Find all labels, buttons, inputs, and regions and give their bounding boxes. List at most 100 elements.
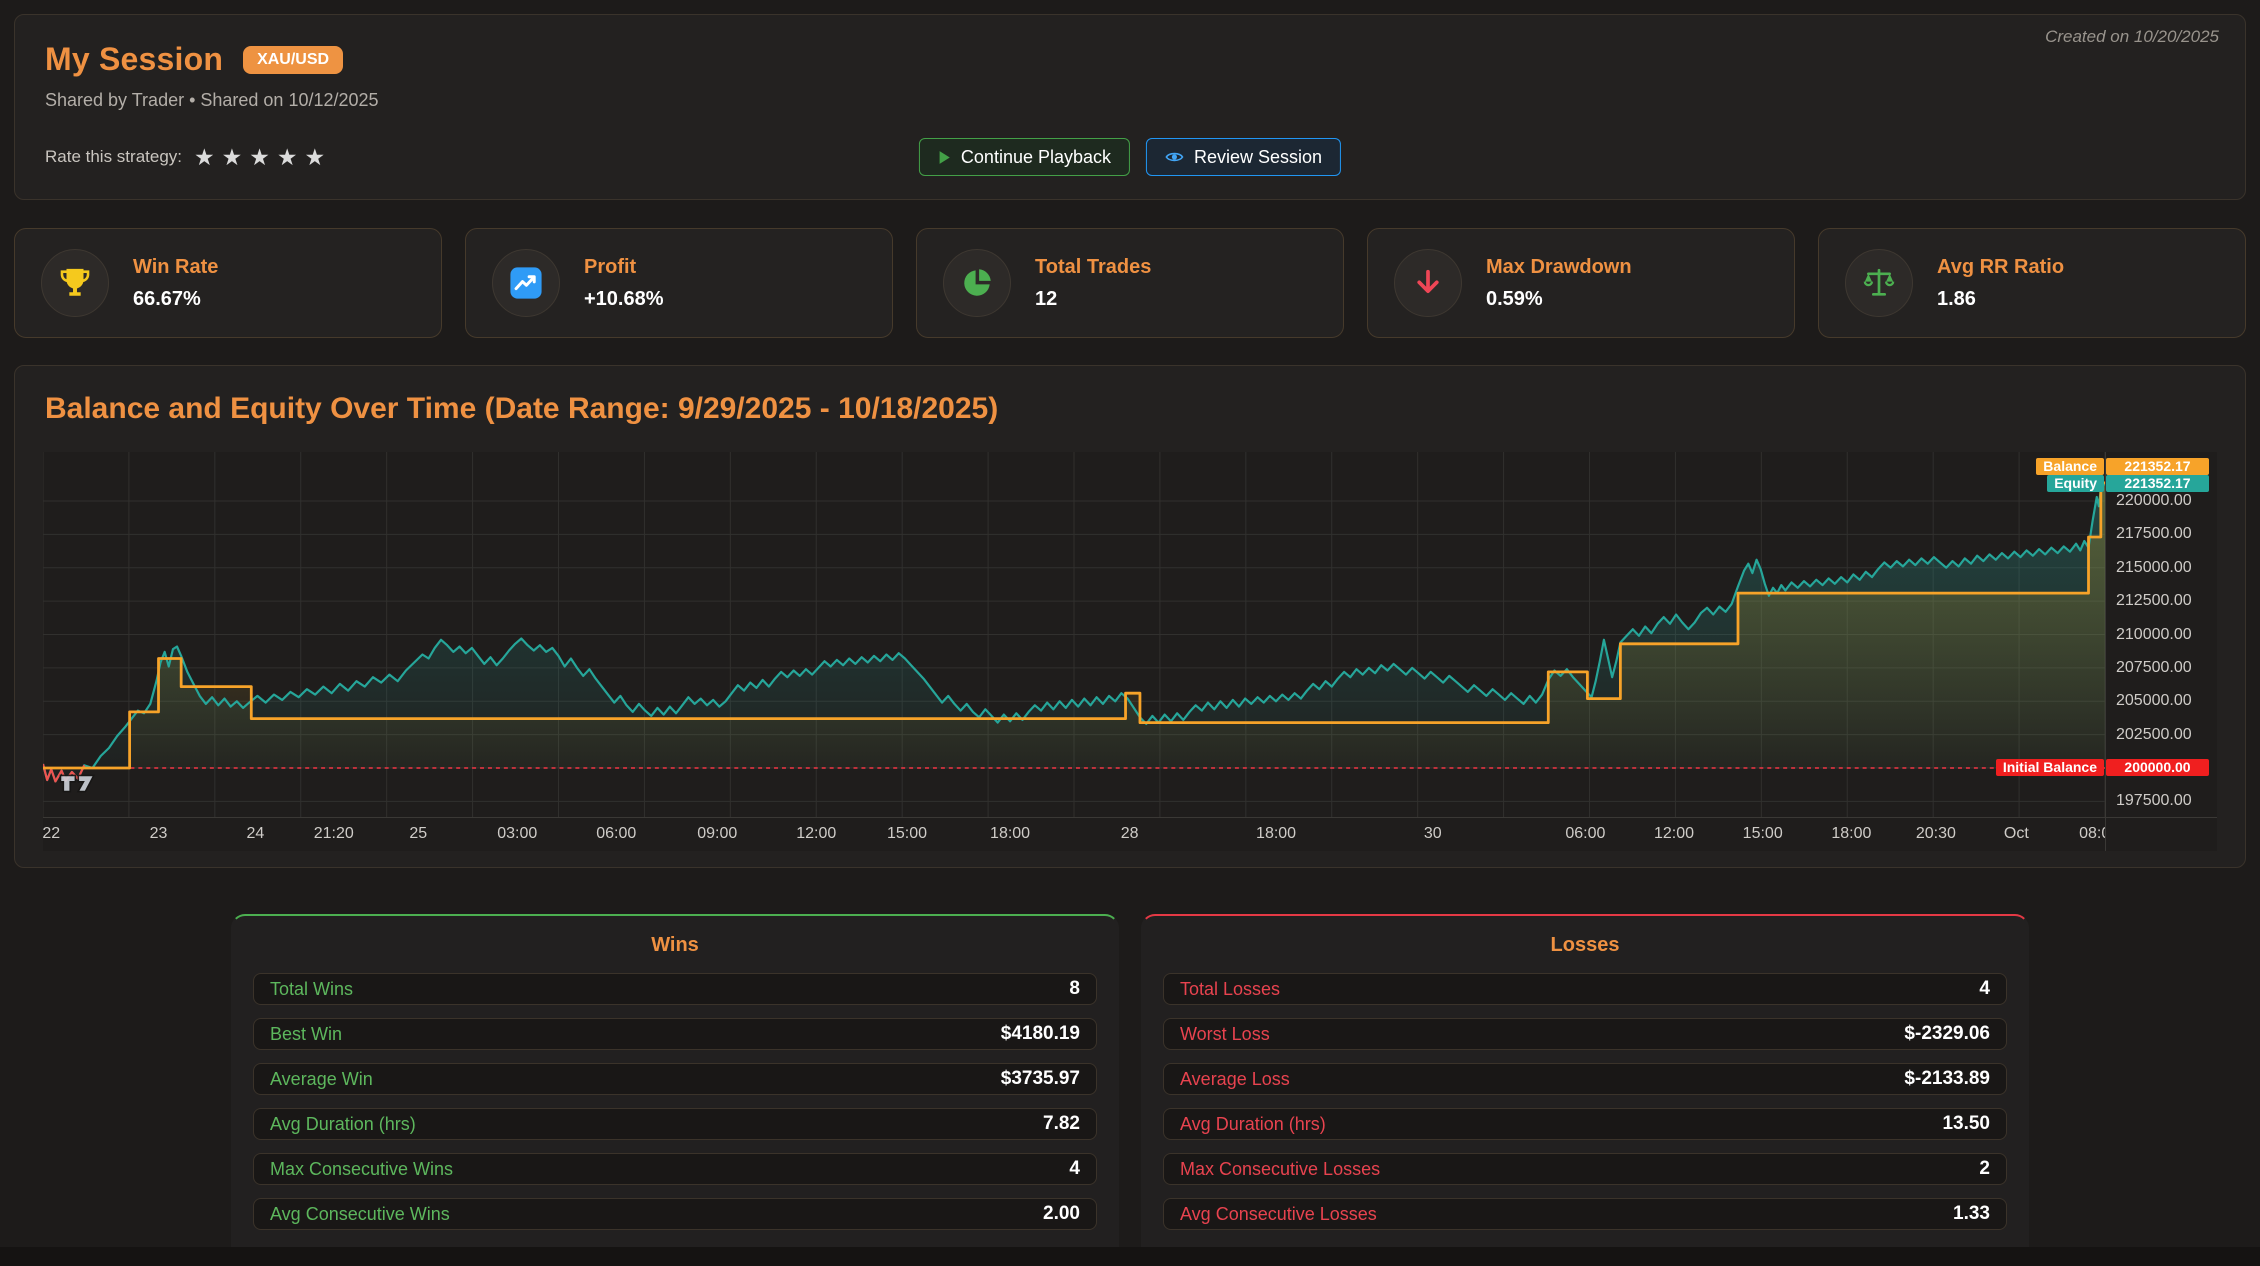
stat-value: +10.68% xyxy=(584,288,664,311)
table-row: Total Wins8 xyxy=(253,973,1097,1005)
stat-label: Avg RR Ratio xyxy=(1937,256,2064,279)
x-axis-label: 20:30 xyxy=(1916,825,1956,843)
y-axis-label: 205000.00 xyxy=(2116,692,2192,710)
y-axis-label: 215000.00 xyxy=(2116,559,2192,577)
stat-card: Max Drawdown 0.59% xyxy=(1367,228,1795,338)
stat-card: Win Rate 66.67% xyxy=(14,228,442,338)
x-axis-label: 18:00 xyxy=(1831,825,1871,843)
row-label: Total Wins xyxy=(270,979,353,1000)
stat-card: Avg RR Ratio1.86 xyxy=(1818,228,2246,338)
row-label: Max Consecutive Losses xyxy=(1180,1159,1380,1180)
equity-line-label: Equity xyxy=(2047,475,2104,492)
stat-label: Max Drawdown xyxy=(1486,256,1632,279)
shared-line: Shared by Trader • Shared on 10/12/2025 xyxy=(45,90,2215,111)
created-on-text: Created on 10/20/2025 xyxy=(2045,27,2219,47)
stat-value: 12 xyxy=(1035,288,1151,311)
losses-title: Losses xyxy=(1163,934,2007,957)
chart-plot[interactable]: Balance Equity Initial Balance xyxy=(43,452,2105,817)
stat-label: Profit xyxy=(584,256,664,279)
x-axis-label: 23 xyxy=(150,825,168,843)
row-value: 4 xyxy=(1069,1158,1080,1180)
star-icon[interactable]: ★ xyxy=(277,146,298,169)
table-row: Max Consecutive Wins 4 xyxy=(253,1153,1097,1185)
table-row: Avg Consecutive Losses1.33 xyxy=(1163,1198,2007,1230)
review-session-button[interactable]: Review Session xyxy=(1146,138,1341,176)
review-session-label: Review Session xyxy=(1194,148,1322,166)
x-axis-label: 25 xyxy=(409,825,427,843)
stat-label: Win Rate xyxy=(133,256,218,279)
x-axis-label: 18:00 xyxy=(990,825,1030,843)
y-axis-label: 220000.00 xyxy=(2116,492,2192,510)
row-value: 2 xyxy=(1979,1158,1990,1180)
row-value: 4 xyxy=(1979,978,1990,1000)
wins-title: Wins xyxy=(253,934,1097,957)
x-axis-label: 06:00 xyxy=(1565,825,1605,843)
table-row: Total Losses 4 xyxy=(1163,973,2007,1005)
stat-value: 66.67% xyxy=(133,288,218,311)
page: Created on 10/20/2025 My Session XAU/USD… xyxy=(0,0,2260,1266)
continue-playback-label: Continue Playback xyxy=(961,148,1111,166)
stat-value: 0.59% xyxy=(1486,288,1632,311)
table-row: Average Win$3735.97 xyxy=(253,1063,1097,1095)
table-row: Avg Duration (hrs) 7.82 xyxy=(253,1108,1097,1140)
chart: Balance Equity Initial Balance 220000.00… xyxy=(43,452,2217,851)
y-axis-label: 207500.00 xyxy=(2116,659,2192,677)
x-axis-label: 28 xyxy=(1121,825,1139,843)
y-axis-label: 217500.00 xyxy=(2116,525,2192,543)
row-label: Max Consecutive Wins xyxy=(270,1159,453,1180)
tradingview-logo[interactable] xyxy=(59,772,101,795)
row-label: Avg Duration (hrs) xyxy=(270,1114,416,1135)
star-rating[interactable]: ★ ★ ★ ★ ★ xyxy=(194,146,325,169)
trend-chart-icon xyxy=(492,249,560,317)
page-title: My Session xyxy=(45,41,223,78)
star-icon[interactable]: ★ xyxy=(249,146,270,169)
continue-playback-button[interactable]: Continue Playback xyxy=(919,138,1130,176)
chart-card: Balance and Equity Over Time (Date Range… xyxy=(14,365,2246,868)
balance-line-label: Balance xyxy=(2036,458,2104,475)
table-row: Avg Duration (hrs) 13.50 xyxy=(1163,1108,2007,1140)
star-icon[interactable]: ★ xyxy=(305,146,326,169)
y-axis-label: 210000.00 xyxy=(2116,626,2192,644)
row-value: $4180.19 xyxy=(1001,1023,1080,1045)
chart-y-axis[interactable]: 220000.00217500.00215000.00212500.002100… xyxy=(2105,452,2217,817)
row-label: Avg Duration (hrs) xyxy=(1180,1114,1326,1135)
row-label: Total Losses xyxy=(1180,979,1280,1000)
rating-row: Rate this strategy: ★ ★ ★ ★ ★ xyxy=(45,146,325,169)
balance-value-badge: 221352.17 xyxy=(2106,458,2209,475)
eye-icon xyxy=(1165,150,1184,164)
chart-x-axis[interactable]: 22232421:202503:0006:0009:0012:0015:0018… xyxy=(43,817,2105,851)
row-label: Avg Consecutive Wins xyxy=(270,1204,450,1225)
row-value: 2.00 xyxy=(1043,1203,1080,1225)
session-header: Created on 10/20/2025 My Session XAU/USD… xyxy=(14,14,2246,200)
table-row: Max Consecutive Losses 2 xyxy=(1163,1153,2007,1185)
losses-table: Losses Total Losses 4 Worst Loss$-2329.06 A… xyxy=(1141,914,2029,1266)
table-row: Worst Loss$-2329.06 xyxy=(1163,1018,2007,1050)
footer-strip xyxy=(0,1247,2260,1266)
x-axis-label: Oct xyxy=(2004,825,2029,843)
rate-label: Rate this strategy: xyxy=(45,147,182,167)
row-label: Average Loss xyxy=(1180,1069,1290,1090)
scales-icon xyxy=(1845,249,1913,317)
row-value: 7.82 xyxy=(1043,1113,1080,1135)
equity-value-badge: 221352.17 xyxy=(2106,475,2209,492)
star-icon[interactable]: ★ xyxy=(194,146,215,169)
trophy-icon xyxy=(41,249,109,317)
x-axis-label: 30 xyxy=(1424,825,1442,843)
x-axis-label: 15:00 xyxy=(887,825,927,843)
tables-row: Wins Total Wins8 Best Win$4180.19 Average … xyxy=(14,914,2246,1266)
instrument-badge: XAU/USD xyxy=(243,46,343,74)
x-axis-label: 15:00 xyxy=(1743,825,1783,843)
table-row: Avg Consecutive Wins 2.00 xyxy=(253,1198,1097,1230)
row-value: 13.50 xyxy=(1942,1113,1990,1135)
star-icon[interactable]: ★ xyxy=(222,146,243,169)
table-row: Best Win$4180.19 xyxy=(253,1018,1097,1050)
row-label: Avg Consecutive Losses xyxy=(1180,1204,1377,1225)
chart-axis-corner xyxy=(2105,817,2217,851)
chart-title: Balance and Equity Over Time (Date Range… xyxy=(45,392,2217,426)
wins-table: Wins Total Wins8 Best Win$4180.19 Average … xyxy=(231,914,1119,1266)
x-axis-label: 22 xyxy=(43,825,60,843)
pie-chart-icon xyxy=(943,249,1011,317)
x-axis-label: 18:00 xyxy=(1256,825,1296,843)
stat-card: Total Trades12 xyxy=(916,228,1344,338)
x-axis-label: 12:00 xyxy=(796,825,836,843)
